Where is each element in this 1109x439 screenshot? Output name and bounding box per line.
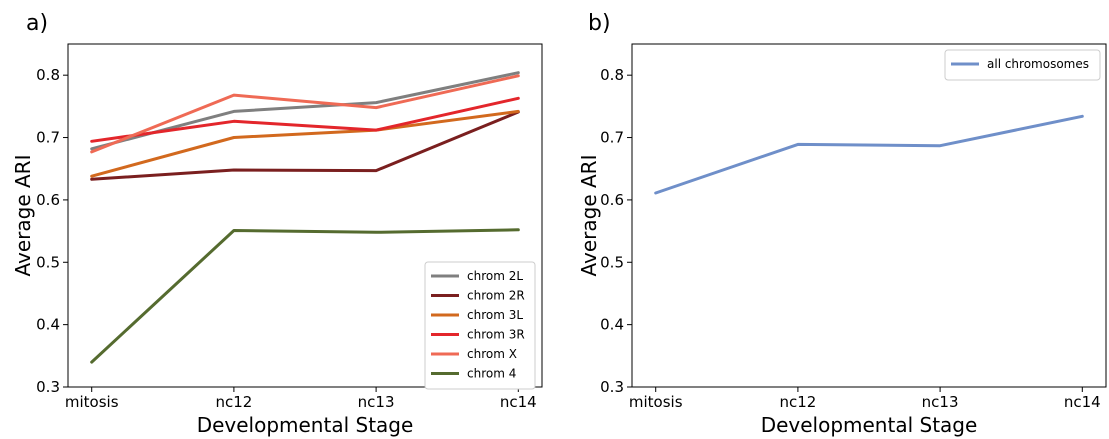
chart-panel-a: a) 0.3 0.4 0.5 0.6 0.7 0.8 mitosis nc12 nc13 nc14 D… (11, 11, 543, 437)
y-tick-label: 0.8 (600, 66, 624, 84)
x-tick-label: nc14 (1064, 393, 1101, 411)
series-line-1 (90, 110, 520, 181)
series-line-0 (654, 114, 1084, 195)
y-tick-label: 0.5 (600, 253, 624, 271)
legend-entry: chrom 3R (467, 328, 525, 342)
x-tick-label: nc13 (358, 393, 395, 411)
x-tick-label: nc14 (500, 393, 537, 411)
panel-label: b) (588, 11, 611, 36)
x-tick-label: nc13 (922, 393, 959, 411)
y-tick-label: 0.8 (36, 66, 60, 84)
y-tick-label: 0.3 (600, 378, 624, 396)
series-line-2 (90, 109, 520, 178)
series-line-3 (90, 96, 520, 143)
legend-entry: chrom 3L (467, 308, 523, 322)
series-line-5 (90, 228, 520, 364)
legend-entry: chrom 2L (467, 269, 523, 283)
y-tick-label: 0.4 (36, 316, 60, 334)
y-tick-label: 0.7 (600, 129, 624, 147)
chart-panel-b: b) 0.3 0.4 0.5 0.6 0.7 0.8 mitosis nc12 nc13 nc14 D… (577, 11, 1107, 437)
plot-frame (631, 43, 1107, 388)
plot-frame (67, 43, 543, 388)
panel-label: a) (26, 11, 48, 36)
legend-box (424, 261, 536, 390)
x-axis-label: Developmental Stage (761, 413, 978, 437)
y-tick-label: 0.7 (36, 129, 60, 147)
legend-box (944, 49, 1101, 81)
x-axis-label: Developmental Stage (197, 413, 414, 437)
y-tick-label: 0.3 (36, 378, 60, 396)
series-line-4 (90, 74, 520, 154)
legend-entry: chrom 4 (467, 367, 516, 381)
y-axis-label: Average ARI (11, 155, 35, 277)
x-tick-label: nc12 (779, 393, 816, 411)
y-tick-label: 0.5 (36, 253, 60, 271)
y-tick-label: 0.4 (600, 316, 624, 334)
x-tick-label: mitosis (629, 393, 683, 411)
y-tick-label: 0.6 (36, 191, 60, 209)
legend-entry: chrom 2R (467, 289, 525, 303)
legend-entry: chrom X (467, 347, 517, 361)
legend-entry: all chromosomes (987, 57, 1089, 71)
y-axis-label: Average ARI (577, 155, 601, 277)
x-tick-label: nc12 (215, 393, 252, 411)
x-tick-label: mitosis (65, 393, 119, 411)
y-tick-label: 0.6 (600, 191, 624, 209)
